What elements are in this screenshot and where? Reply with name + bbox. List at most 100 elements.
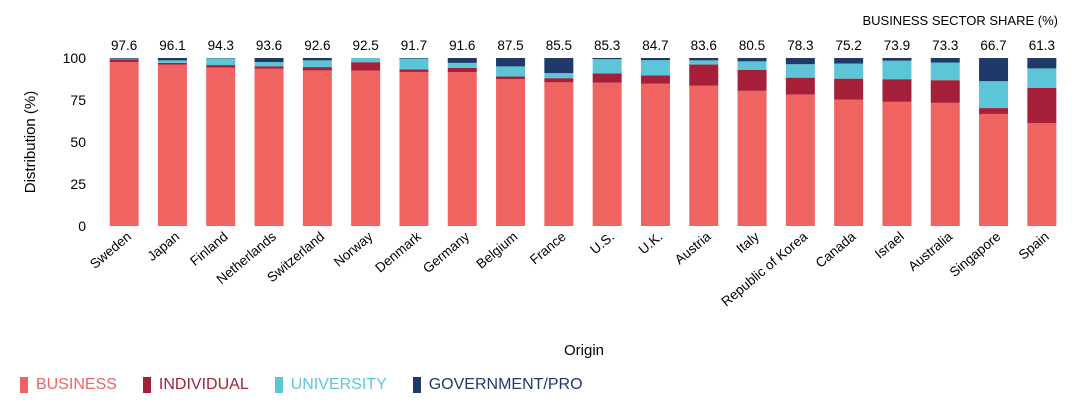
bar-segment-business: [206, 67, 236, 227]
bar-segment-individual: [302, 67, 332, 71]
bar-segment-university: [1027, 68, 1057, 88]
bar-segment-government-pro: [640, 58, 670, 61]
bar-segment-university: [351, 58, 381, 63]
bar-segment-individual: [737, 69, 767, 91]
x-tick-label: U.K.: [636, 229, 666, 257]
x-tick-label: Belgium: [473, 229, 520, 272]
bar-segment-individual: [689, 64, 719, 86]
bar-segment-university: [302, 60, 332, 68]
x-tick-label: Austria: [672, 229, 714, 268]
bar-segment-government-pro: [447, 58, 477, 63]
legend-label-university: UNIVERSITY: [290, 376, 387, 393]
bar-segment-university: [206, 58, 236, 66]
bar-segment-government-pro: [930, 58, 960, 63]
bar-segment-business: [302, 70, 332, 226]
top-value-label: 85.5: [546, 38, 572, 53]
top-value-label: 83.6: [691, 38, 717, 53]
bar-segment-university: [930, 62, 960, 81]
bar-segment-university: [737, 61, 767, 70]
x-tick-label: France: [527, 229, 569, 268]
bar-segment-university: [785, 64, 815, 78]
bar-segment-government-pro: [882, 58, 912, 61]
y-axis-label: Distribution (%): [22, 91, 39, 194]
bar-segment-individual: [447, 67, 477, 73]
bar-segment-business: [351, 70, 381, 226]
bar-segment-business: [157, 64, 187, 226]
top-value-label: 97.6: [111, 38, 137, 53]
bar-segment-individual: [399, 69, 429, 72]
top-value-label: 96.1: [159, 38, 185, 53]
legend-item-individual[interactable]: INDIVIDUAL: [142, 376, 249, 394]
x-tick-label: Republic of Korea: [718, 229, 810, 310]
x-tick-label: Sweden: [87, 229, 134, 272]
bar-segment-government-pro: [979, 58, 1009, 82]
bar-segment-university: [979, 81, 1009, 109]
legend-label-individual: INDIVIDUAL: [158, 376, 249, 393]
bar-segment-individual: [640, 75, 670, 84]
bar-segment-university: [447, 62, 477, 68]
top-value-label: 85.3: [594, 38, 620, 53]
x-tick-label: Canada: [813, 228, 859, 270]
bar-segment-government-pro: [496, 58, 526, 67]
bar-segment-university: [592, 59, 622, 74]
top-value-label: 84.7: [642, 38, 668, 53]
bar-segment-business: [882, 101, 912, 226]
top-value-label: 92.5: [353, 38, 379, 53]
bar-segment-individual: [979, 108, 1009, 114]
bar-segment-individual: [544, 78, 574, 83]
y-tick-label: 0: [78, 218, 86, 234]
top-value-label: 73.9: [884, 38, 910, 53]
bar-segment-government-pro: [399, 58, 429, 59]
bar-segment-university: [109, 58, 139, 60]
bar-segment-government-pro: [109, 58, 139, 59]
bar-segment-government-pro: [834, 58, 864, 64]
bar-segment-individual: [351, 62, 381, 71]
bar-segment-individual: [785, 77, 815, 95]
x-tick-label: Finland: [187, 229, 231, 269]
legend-label-business: BUSINESS: [36, 376, 117, 393]
bar-segment-business: [254, 68, 284, 226]
legend: BUSINESS INDIVIDUAL UNIVERSITY GOVERNMEN…: [20, 376, 609, 394]
bar-segment-business: [109, 62, 139, 227]
top-value-label: 75.2: [836, 38, 862, 53]
bar-segment-individual: [254, 66, 284, 69]
top-value-label: 66.7: [980, 38, 1006, 53]
bar-segment-university: [882, 60, 912, 80]
bar-segment-government-pro: [254, 58, 284, 63]
bar-segment-business: [544, 82, 574, 226]
top-value-label: 87.5: [497, 38, 523, 53]
bar-segment-individual: [109, 59, 139, 63]
top-value-label: 91.7: [401, 38, 427, 53]
top-value-label: 80.5: [739, 38, 765, 53]
bar-segment-business: [737, 90, 767, 226]
top-value-label: 78.3: [787, 38, 813, 53]
top-value-label: 91.6: [449, 38, 475, 53]
bar-segment-individual: [1027, 87, 1057, 124]
bar-segment-individual: [930, 80, 960, 103]
bar-segment-government-pro: [785, 58, 815, 65]
x-tick-label: Norway: [331, 229, 376, 270]
bar-segment-individual: [834, 78, 864, 100]
bar-segment-business: [689, 85, 719, 226]
bar-segment-university: [689, 60, 719, 65]
bar-segment-university: [834, 63, 864, 79]
legend-swatch-university: [274, 377, 283, 393]
bar-segment-business: [1027, 123, 1057, 226]
y-tick-label: 75: [70, 92, 86, 108]
bar-segment-business: [399, 71, 429, 226]
bar-segment-individual: [496, 76, 526, 79]
legend-swatch-business: [20, 377, 28, 393]
bar-segment-individual: [157, 62, 187, 65]
bar-segment-business: [785, 94, 815, 227]
top-value-label: 93.6: [256, 38, 282, 53]
y-tick-label: 100: [63, 50, 87, 66]
x-axis-label: Origin: [564, 342, 604, 359]
x-tick-label: Spain: [1016, 229, 1052, 263]
legend-item-university[interactable]: UNIVERSITY: [274, 376, 387, 394]
legend-item-business[interactable]: BUSINESS: [20, 376, 117, 394]
legend-item-government[interactable]: GOVERNMENT/PRO: [412, 376, 583, 394]
x-tick-label: Japan: [145, 229, 183, 264]
bar-segment-business: [496, 79, 526, 226]
y-tick-label: 50: [70, 134, 86, 150]
